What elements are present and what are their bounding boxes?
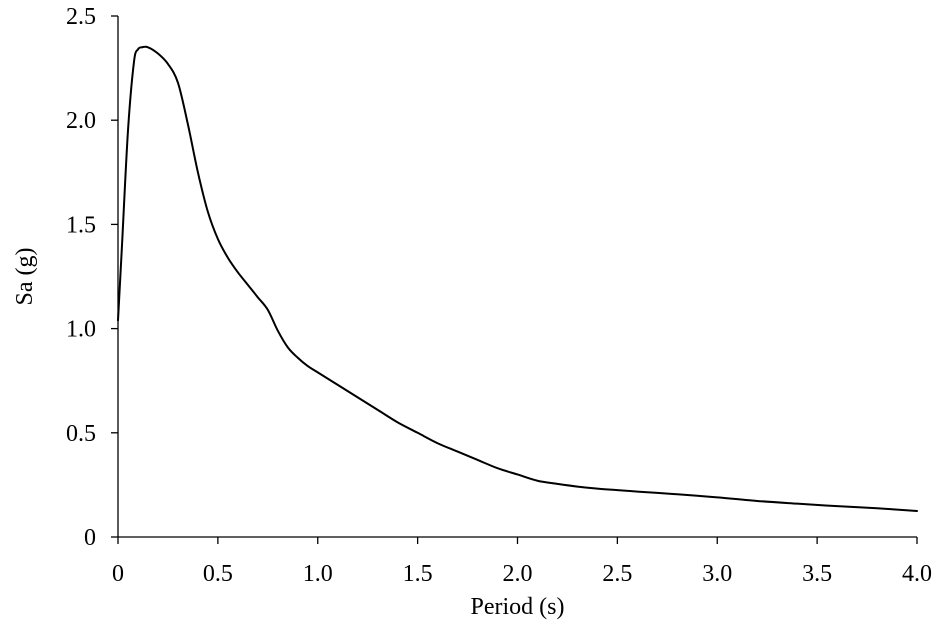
x-tick-label: 2.0 (503, 561, 533, 587)
x-tick-label: 0 (112, 561, 124, 587)
y-tick-label: 0.5 (66, 421, 96, 447)
x-axis-ticks: 0 0.5 1.0 1.5 2.0 2.5 3.0 3.5 4.0 (112, 537, 932, 587)
y-axis-title: Sa (g) (12, 248, 38, 306)
y-tick-label: 1.0 (66, 317, 96, 343)
y-tick-label: 2.5 (66, 4, 96, 30)
x-tick-label: 3.0 (702, 561, 732, 587)
x-tick-label: 4.0 (902, 561, 932, 587)
x-tick-label: 1.0 (303, 561, 333, 587)
x-tick-label: 2.5 (602, 561, 632, 587)
x-tick-label: 0.5 (203, 561, 233, 587)
x-axis-title: Period (s) (471, 594, 565, 620)
plot-area (117, 45, 918, 512)
x-tick-label: 1.5 (403, 561, 433, 587)
y-axis-ticks: 0 0.5 1.0 1.5 2.0 2.5 (66, 4, 118, 551)
x-tick-label: 3.5 (802, 561, 832, 587)
spectrum-series-line (117, 45, 918, 512)
y-tick-label: 0 (84, 525, 96, 551)
chart-axes (117, 16, 917, 538)
y-tick-label: 1.5 (66, 212, 96, 238)
y-tick-label: 2.0 (66, 108, 96, 134)
